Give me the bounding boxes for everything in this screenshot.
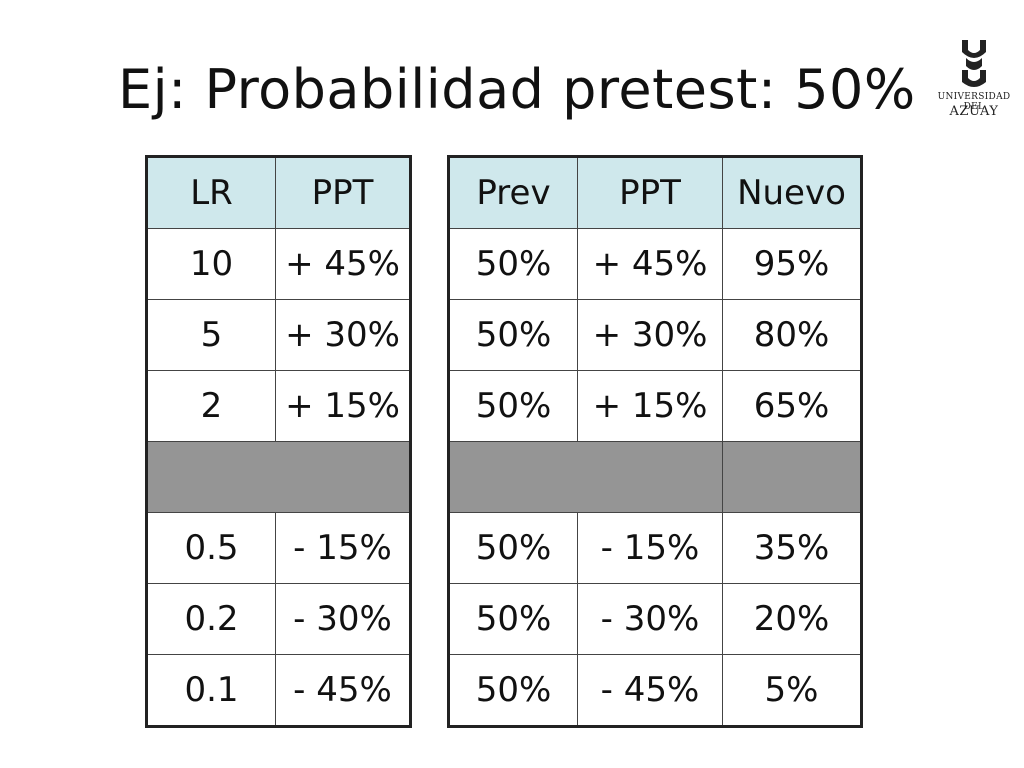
table-row: 0.2 - 30% — [146, 583, 411, 655]
cell-lr: 0.1 — [146, 654, 276, 727]
header-lr: LR — [146, 156, 276, 229]
cell-ppt: - 15% — [275, 512, 411, 584]
cell-ppt: + 15% — [275, 370, 411, 442]
cell-nuevo: 5% — [722, 654, 862, 727]
table-row: 2 + 15% — [146, 370, 411, 442]
cell-nuevo: 95% — [722, 228, 862, 300]
table-row: 50% - 30% 20% — [448, 583, 862, 655]
cell-ppt: - 15% — [577, 512, 723, 584]
separator-cell — [577, 441, 723, 513]
cell-ppt: - 45% — [577, 654, 723, 727]
table-row: 10 + 45% — [146, 228, 411, 300]
cell-prev: 50% — [448, 370, 578, 442]
cell-lr: 0.2 — [146, 583, 276, 655]
separator-cell — [448, 441, 578, 513]
cell-prev: 50% — [448, 512, 578, 584]
university-logo: UNIVERSIDAD DEL AZUAY — [928, 36, 1020, 120]
table-row: 50% + 45% 95% — [448, 228, 862, 300]
table-row: 0.5 - 15% — [146, 512, 411, 584]
logo-text-line2: AZUAY — [949, 104, 999, 119]
cell-prev: 50% — [448, 583, 578, 655]
cell-ppt: + 15% — [577, 370, 723, 442]
university-crest-icon — [962, 40, 986, 87]
cell-ppt: + 30% — [577, 299, 723, 371]
cell-lr: 0.5 — [146, 512, 276, 584]
cell-lr: 10 — [146, 228, 276, 300]
cell-prev: 50% — [448, 654, 578, 727]
header-ppt: PPT — [275, 156, 411, 229]
slide-title: Ej: Probabilidad pretest: 50% — [118, 58, 916, 121]
prevalence-table: Prev PPT Nuevo 50% + 45% 95% 50% + 30% 8… — [447, 155, 863, 728]
cell-ppt: - 30% — [275, 583, 411, 655]
table-row: 50% + 30% 80% — [448, 299, 862, 371]
logo-text-line1: UNIVERSIDAD DEL — [937, 92, 1011, 112]
cell-ppt: - 45% — [275, 654, 411, 727]
cell-nuevo: 65% — [722, 370, 862, 442]
header-ppt: PPT — [577, 156, 723, 229]
table-row: 0.1 - 45% — [146, 654, 411, 727]
cell-prev: 50% — [448, 228, 578, 300]
table-row: 5 + 30% — [146, 299, 411, 371]
table-row: 50% - 45% 5% — [448, 654, 862, 727]
cell-ppt: + 30% — [275, 299, 411, 371]
cell-nuevo: 80% — [722, 299, 862, 371]
cell-ppt: + 45% — [275, 228, 411, 300]
table-header-row: LR PPT — [146, 156, 411, 229]
table-header-row: Prev PPT Nuevo — [448, 156, 862, 229]
cell-nuevo: 20% — [722, 583, 862, 655]
header-nuevo: Nuevo — [722, 156, 862, 229]
header-prev: Prev — [448, 156, 578, 229]
table-row: 50% + 15% 65% — [448, 370, 862, 442]
lr-table: LR PPT 10 + 45% 5 + 30% 2 + 15% 0.5 - 15… — [145, 155, 412, 728]
cell-ppt: + 45% — [577, 228, 723, 300]
separator-cell — [146, 441, 411, 513]
cell-lr: 5 — [146, 299, 276, 371]
table-row: 50% - 15% 35% — [448, 512, 862, 584]
cell-prev: 50% — [448, 299, 578, 371]
cell-nuevo: 35% — [722, 512, 862, 584]
separator-cell — [722, 441, 862, 513]
cell-lr: 2 — [146, 370, 276, 442]
separator-row — [146, 441, 411, 513]
cell-ppt: - 30% — [577, 583, 723, 655]
separator-row — [448, 441, 862, 513]
